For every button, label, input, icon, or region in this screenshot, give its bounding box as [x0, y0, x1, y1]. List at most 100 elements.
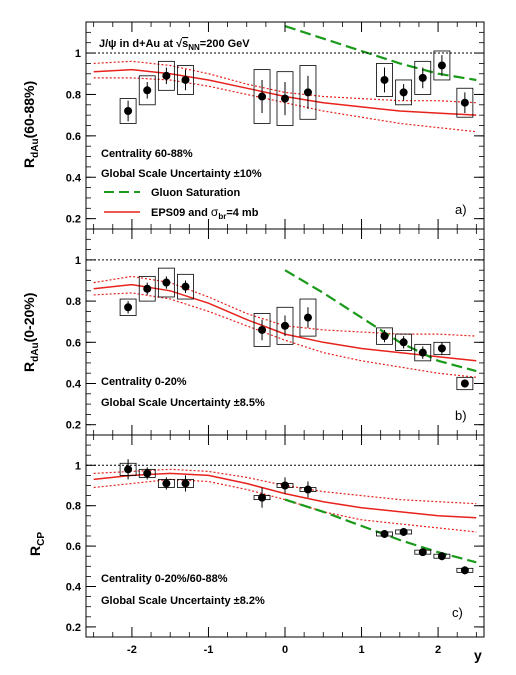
systematic-box: [456, 376, 474, 391]
y-tick-label: 0.6: [66, 337, 81, 349]
marker: [460, 379, 469, 388]
panel-b-data-point-3: [157, 267, 175, 298]
header-s: s: [182, 38, 188, 50]
panel-b-ylabel: RdAu(0-20%): [21, 293, 41, 372]
panel-c-ylabel: RCP: [27, 532, 47, 556]
panel-b-data-point-6: [276, 306, 294, 345]
systematic-box: [395, 333, 413, 351]
panel-a-gluon-saturation-curve: [284, 25, 477, 82]
panel-c-data-point-6: [276, 477, 294, 494]
systematic-box: [157, 267, 175, 298]
x-tick-label: 1: [358, 644, 364, 656]
panel-b-data-point-7: [299, 298, 317, 337]
panel-c-data-point-8: [376, 529, 393, 539]
panel-c-data-point-7: [299, 481, 317, 498]
panel-b-tag: b): [455, 408, 467, 423]
header-energy: =200 GeV: [200, 38, 251, 50]
systematic-box: [276, 306, 294, 345]
marker: [303, 313, 312, 322]
panel-a-data-point-9: [395, 79, 413, 106]
panel-b-data-point-9: [395, 333, 413, 351]
panel-b-data-point-10: [414, 343, 432, 362]
panel-b-data-point-12: [456, 376, 474, 391]
marker: [162, 71, 171, 80]
x-tick-label: -1: [204, 644, 214, 656]
panel-c-global-uncertainty: Global Scale Uncertainty ±8.2%: [101, 595, 265, 607]
panel-a-axes: 0.2 0.4 0.6 0.8 1: [66, 21, 485, 230]
ylabel-r: R: [21, 362, 37, 372]
systematic-box: [253, 313, 271, 347]
y-tick-label: 0.4: [66, 172, 82, 184]
panel-c-data-point-12: [456, 566, 474, 575]
panel-a-data-point-1: [119, 98, 137, 124]
marker: [399, 338, 408, 347]
panel-b-data-point-4: [177, 273, 194, 300]
systematic-box: [119, 298, 137, 316]
panel-c: 0.2 0.4 0.6 0.8 1 -2 -1 0 1 2 Centrality 0-20%/60…: [27, 434, 485, 663]
ylabel-r: R: [21, 158, 37, 168]
panel-a-data-point-5: [253, 69, 271, 124]
y-tick-label: 0.8: [66, 89, 81, 101]
panel-c-eps09-curve: [93, 472, 477, 519]
y-tick-label: 1: [75, 48, 81, 60]
panel-b-axes: 0.2 0.4 0.6 0.8 1: [66, 228, 485, 436]
systematic-box: [414, 343, 432, 362]
legend-eps09-label: EPS09 and σbr=4 mb: [151, 205, 259, 221]
y-tick-label: 0.4: [66, 379, 82, 391]
ylabel-subscript: CP: [36, 532, 47, 546]
panel-a-data-point-7: [299, 65, 317, 120]
y-tick-label: 0.2: [66, 214, 81, 226]
marker: [437, 344, 446, 353]
panel-a-header: J/ψ in d+Au at √sNN=200 GeV: [99, 38, 250, 52]
panel-b-data-point-5: [253, 313, 271, 347]
ylabel-subscript: dAu: [30, 342, 41, 361]
systematic-box: [456, 87, 474, 118]
panel-c-data-point-1: [119, 459, 137, 480]
panel-b-centrality: Centrality 0-20%: [101, 376, 187, 388]
x-axis-label: y: [474, 647, 482, 663]
legend-eps09-subscript: br: [218, 212, 226, 221]
panel-c-data-point-3: [157, 477, 175, 490]
panel-c-data-point-9: [395, 527, 413, 536]
panel-b: 0.2 0.4 0.6 0.8 1 Centrality 0-20% Global Sc…: [21, 228, 485, 436]
panel-c-data-point-11: [433, 552, 451, 561]
systematic-box: [433, 50, 451, 81]
y-tick-label: 0.6: [66, 131, 81, 143]
panel-b-data-point-1: [119, 298, 137, 316]
marker: [181, 75, 190, 84]
marker: [399, 527, 408, 536]
systematic-box: [376, 63, 393, 97]
panel-a-data-point-8: [376, 63, 393, 97]
x-tick-label: 2: [435, 644, 441, 656]
panel-b-data-point-8: [376, 327, 393, 345]
panel-a-global-uncertainty: Global Scale Uncertainty ±10%: [101, 168, 262, 180]
panel-b-points: [119, 267, 474, 391]
panel-b-eps09-lower-band: [93, 292, 477, 378]
panel-a-data-point-6: [276, 71, 294, 126]
marker: [399, 88, 408, 97]
x-tick-label: 0: [282, 644, 288, 656]
ylabel-subscript: dAu: [30, 138, 41, 157]
marker: [437, 61, 446, 70]
marker: [281, 321, 289, 330]
marker: [181, 282, 190, 291]
y-tick-label: 0.6: [66, 541, 81, 553]
panel-a-data-point-10: [414, 60, 432, 95]
systematic-box: [157, 60, 175, 91]
systematic-box: [376, 327, 393, 345]
systematic-box: [276, 71, 294, 126]
marker: [162, 479, 171, 488]
y-tick-label: 1: [75, 460, 81, 472]
sqrt-sign: √: [176, 38, 183, 50]
marker: [143, 284, 152, 293]
y-tick-label: 0.4: [66, 582, 82, 594]
x-tick-label: -2: [127, 644, 137, 656]
header-subscript: NN: [188, 43, 200, 52]
marker: [460, 98, 469, 107]
systematic-box: [414, 60, 432, 95]
panel-c-points: [119, 459, 474, 575]
systematic-box: [119, 98, 137, 124]
marker: [143, 86, 152, 95]
ylabel-suffix: (0-20%): [21, 293, 37, 343]
